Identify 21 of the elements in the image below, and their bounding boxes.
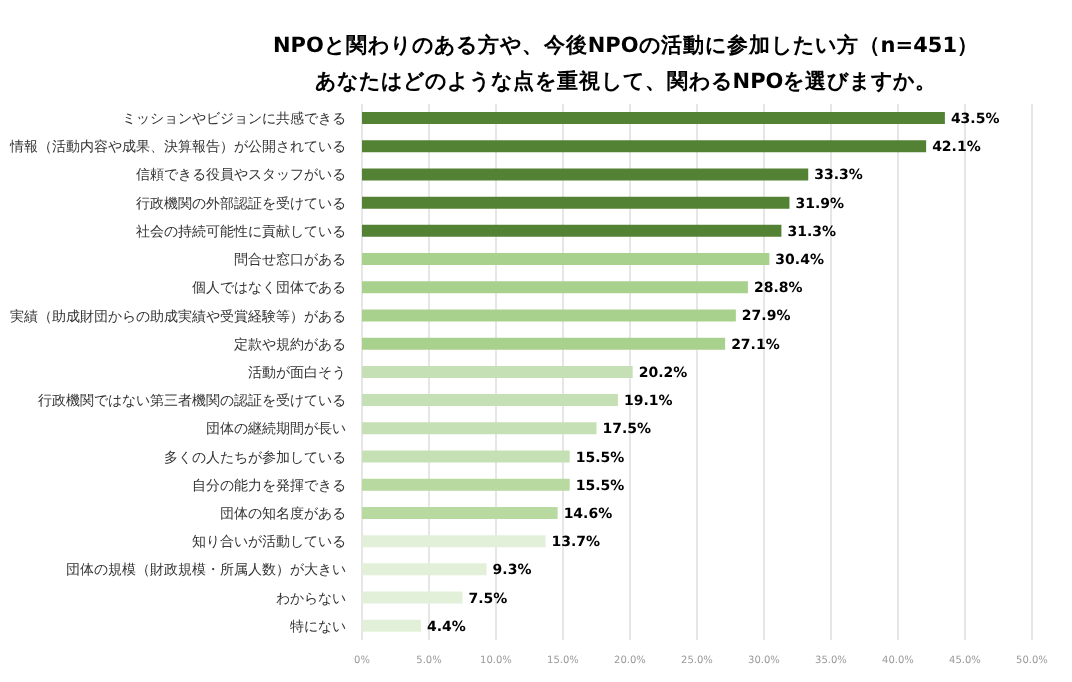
bar (362, 591, 463, 604)
bar (362, 478, 570, 491)
bar (362, 365, 633, 378)
bar (362, 140, 927, 153)
bar (362, 619, 421, 632)
bar (362, 394, 618, 407)
chart-title: NPOと関わりのある方や、今後NPOの活動に参加したい方（n=451） (270, 31, 981, 62)
bar (362, 337, 726, 350)
bar (362, 506, 558, 519)
bar (362, 112, 945, 124)
chart-subtitle: あなたはどのような点を重視して、関わるNPOを選びますか。 (312, 68, 940, 98)
bar (362, 168, 809, 181)
bar (362, 196, 790, 209)
bar (362, 535, 546, 548)
bar (362, 253, 770, 266)
bar (362, 422, 597, 435)
bar (362, 224, 782, 237)
bar (362, 450, 570, 463)
bar (362, 309, 736, 322)
bar (362, 563, 487, 576)
bar (362, 281, 748, 294)
